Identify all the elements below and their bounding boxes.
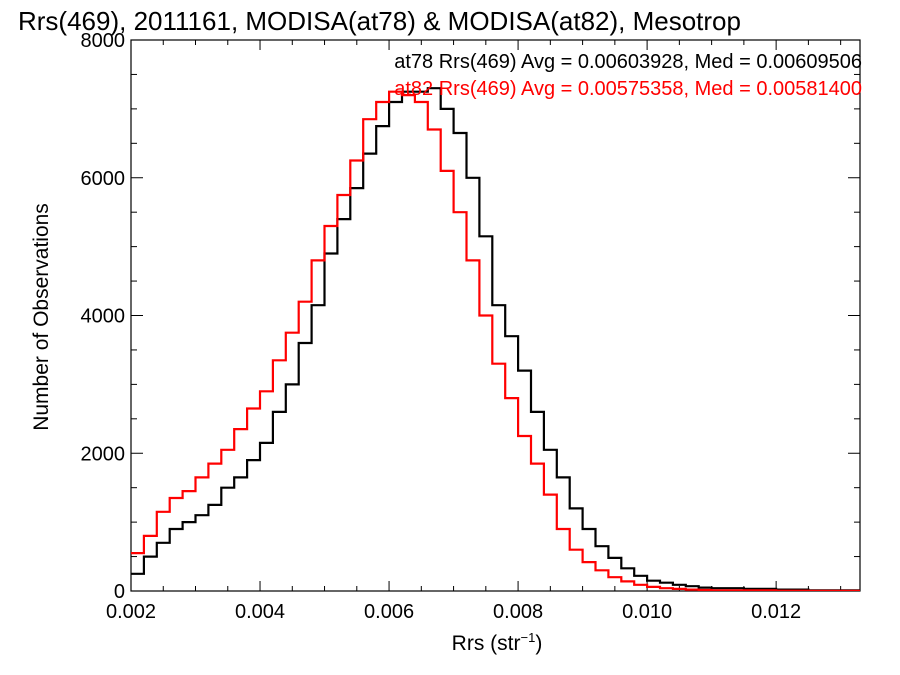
- x-tick-label: 0.006: [364, 601, 414, 623]
- plot-frame: [130, 39, 861, 592]
- x-axis-label: Rrs (str−1): [452, 630, 543, 655]
- x-tick-label: 0.002: [106, 601, 156, 623]
- series-line-2: [131, 90, 860, 591]
- chart-title: Rrs(469), 2011161, MODISA(at78) & MODISA…: [18, 6, 741, 36]
- legend-entry-2: at82 Rrs(469) Avg = 0.00575358, Med = 0.…: [394, 78, 862, 100]
- x-tick-label: 0.008: [493, 601, 543, 623]
- x-tick-label: 0.010: [622, 601, 672, 623]
- x-tick-label: 0.012: [751, 601, 801, 623]
- legend: at78 Rrs(469) Avg = 0.00603928, Med = 0.…: [394, 51, 862, 100]
- y-tick-label: 0: [114, 581, 125, 603]
- x-axis-label-exponent: −1: [521, 630, 536, 645]
- y-tick-label: 2000: [81, 443, 126, 465]
- plot-axes: 0.002 0.004 0.006 0.008 0.010 0.012 0 2000 4000 6…: [81, 30, 861, 623]
- series-layer: [131, 87, 860, 591]
- y-tick-label: 8000: [81, 30, 126, 52]
- y-tick-label: 4000: [81, 306, 126, 328]
- legend-entry-1: at78 Rrs(469) Avg = 0.00603928, Med = 0.…: [394, 51, 862, 73]
- y-axis-label: Number of Observations: [30, 203, 53, 431]
- x-tick-label: 0.004: [235, 601, 285, 623]
- y-tick-label: 6000: [81, 168, 126, 190]
- series-line-1: [131, 87, 860, 591]
